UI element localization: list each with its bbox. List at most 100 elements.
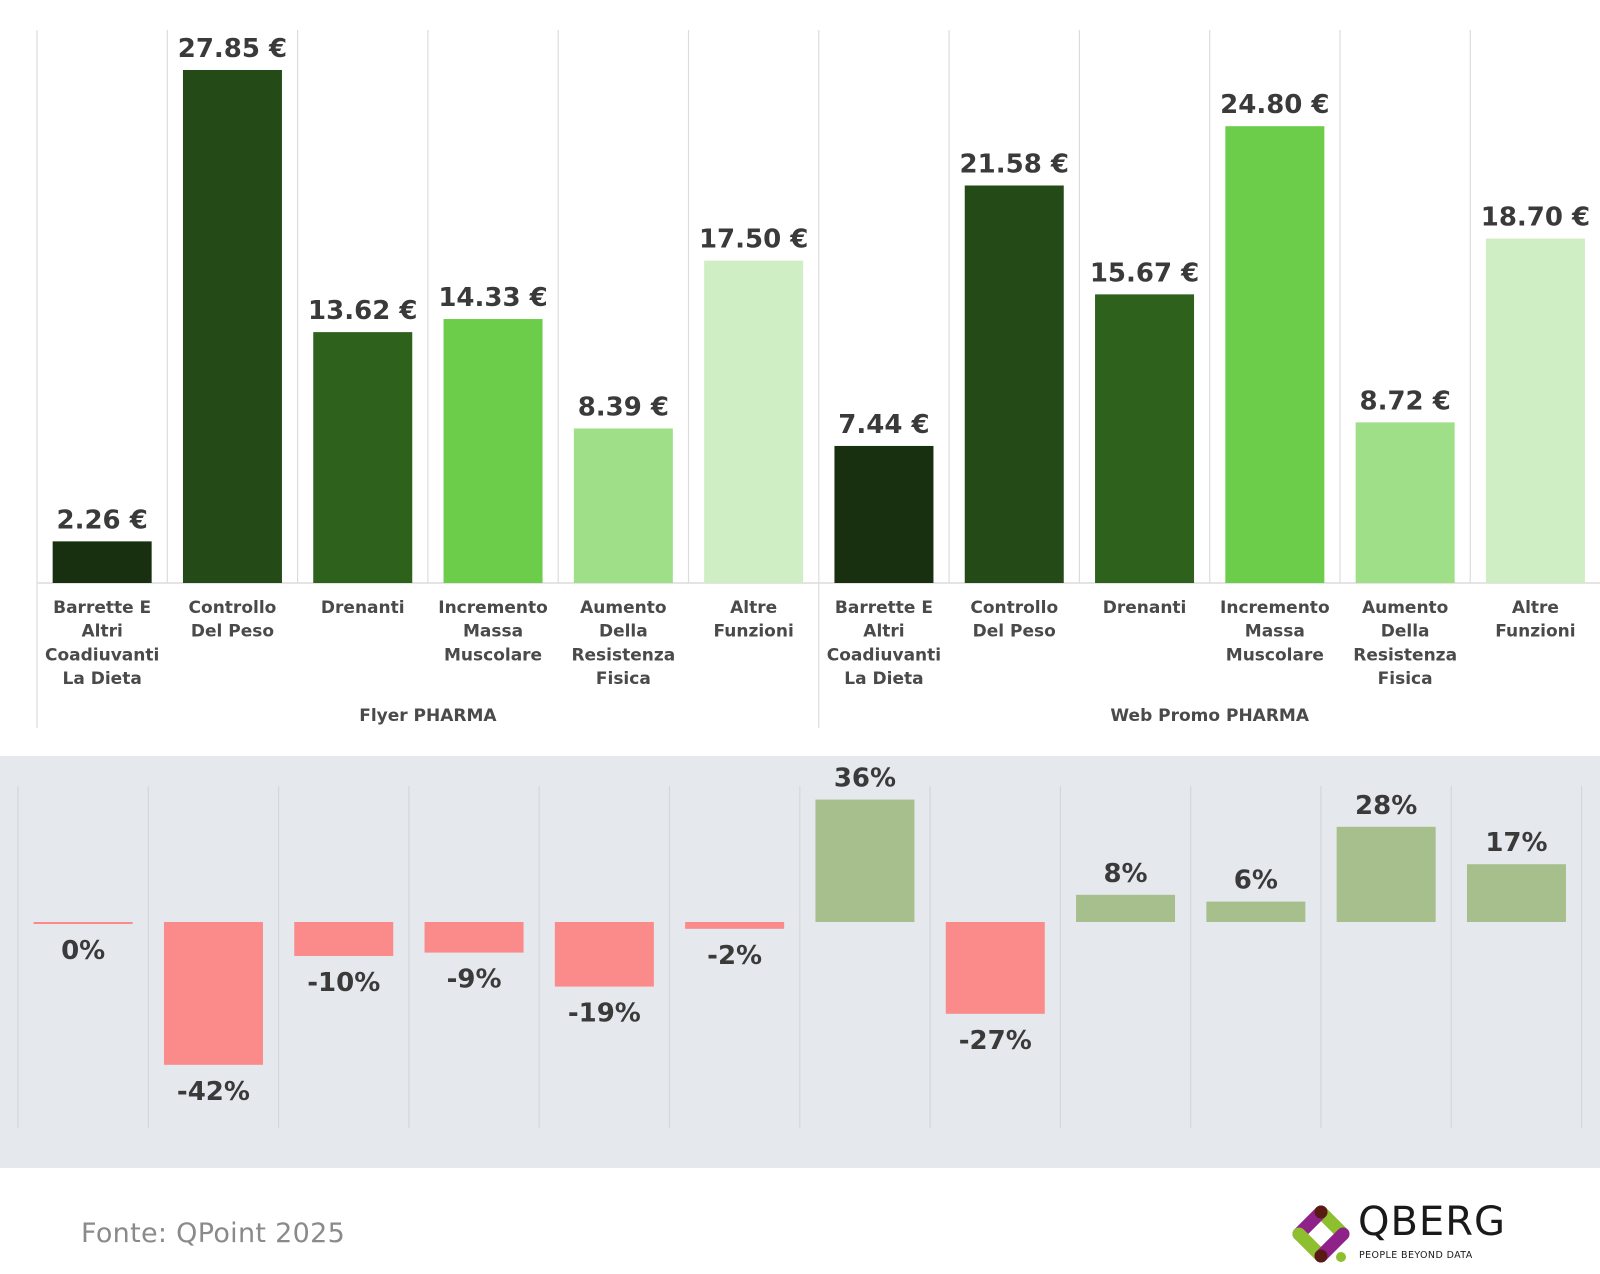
category-label-line: Massa [463,622,523,642]
negative-variation-bar [33,922,133,924]
negative-variation-bar [163,922,263,1065]
category-label-line: Fisica [1378,669,1433,689]
category-label: Barrette E Altri Coadiuvanti La Dieta [827,598,941,689]
category-label-line: Funzioni [713,622,793,642]
qberg-logo-mark-icon [1292,1205,1350,1263]
category-label-line: Barrette E [53,598,151,618]
category-label-line: Altri [863,622,904,642]
price-bar [704,260,804,583]
category-label-line: Coadiuvanti [45,645,159,665]
qberg-logo: QBERG PEOPLE BEYOND DATA [1288,1199,1508,1265]
price-bar [964,185,1064,583]
category-label-line: Drenanti [1103,598,1187,618]
category-label-line: Barrette E [835,598,933,618]
variation-value-label: 36% [834,764,896,794]
category-label-line: Della [599,622,648,642]
category-label: Drenanti [321,598,405,618]
category-label: Controllo Del Peso [189,598,277,642]
price-bar [52,541,152,583]
negative-variation-bar [424,922,524,953]
category-label-line: Aumento [1362,598,1448,618]
price-value-label: 2.26 € [57,505,148,535]
price-value-label: 7.44 € [838,410,929,440]
price-value-label: 14.33 € [438,283,547,313]
variation-value-label: 28% [1355,791,1417,821]
variation-value-label: 6% [1234,866,1278,896]
category-label-line: Controllo [970,598,1058,618]
logo-tagline: PEOPLE BEYOND DATA [1359,1250,1473,1261]
variation-value-label: 17% [1485,828,1547,858]
group-label: Flyer PHARMA [359,706,497,726]
category-label: Aumento Della Resistenza Fisica [1353,598,1457,689]
variation-value-label: -2% [707,941,762,971]
positive-variation-bar [1466,864,1566,922]
category-label-line: Massa [1245,622,1305,642]
price-value-label: 24.80 € [1220,90,1329,120]
category-label-line: Aumento [580,598,666,618]
category-label-line: Resistenza [1353,645,1457,665]
category-label: Incremento Massa Muscolare [1220,598,1330,665]
price-bar [313,332,413,583]
category-label-line: Controllo [189,598,277,618]
price-bar [1485,238,1585,583]
price-bar [834,445,934,583]
category-label: Incremento Massa Muscolare [438,598,548,665]
price-value-label: 15.67 € [1090,258,1199,288]
category-label-line: Drenanti [321,598,405,618]
price-value-label: 27.85 € [178,34,287,64]
price-bar [1225,126,1325,583]
variation-value-label: -19% [568,999,641,1029]
price-value-label: 13.62 € [308,296,417,326]
negative-variation-bar [685,922,785,929]
category-label-line: Altri [81,622,122,642]
variation-panel: 0% -42% -10% -9% -19% -2% 36% -27% 8% 6% 28% 17% [0,756,1600,1168]
variation-value-label: -42% [177,1077,250,1107]
negative-variation-bar [554,922,654,987]
category-label-line: La Dieta [844,669,923,689]
price-value-label: 17.50 € [699,225,808,255]
variation-value-label: -9% [447,965,502,995]
category-label-line: Del Peso [191,622,274,642]
negative-variation-bar [945,922,1045,1014]
category-label-line: Altre [1512,598,1559,618]
price-bar [1355,422,1455,583]
category-label-line: La Dieta [63,669,142,689]
category-label-line: Funzioni [1495,622,1575,642]
category-label: Barrette E Altri Coadiuvanti La Dieta [45,598,159,689]
variation-bar-chart: 0% -42% -10% -9% -19% -2% 36% -27% 8% 6% 28% 17% [17,764,1583,1128]
category-label-line: Fisica [596,669,651,689]
category-label: Drenanti [1103,598,1187,618]
category-label-line: Della [1381,622,1430,642]
category-label-line: Muscolare [444,645,542,665]
category-label-line: Incremento [438,598,548,618]
variation-value-label: 0% [61,936,105,966]
group-label: Web Promo PHARMA [1110,706,1309,726]
category-label-line: Muscolare [1226,645,1324,665]
category-label-line: Resistenza [571,645,675,665]
category-label-line: Altre [730,598,777,618]
category-label: Controllo Del Peso [970,598,1058,642]
variation-value-label: 8% [1103,859,1147,889]
price-value-label: 8.39 € [578,392,669,422]
price-bar-chart: 2.26 € Barrette E Altri Coadiuvanti La Dieta… [36,30,1600,728]
category-label: Altre Funzioni [713,598,793,642]
variation-value-label: -10% [307,968,380,998]
positive-variation-bar [1336,826,1436,922]
positive-variation-bar [815,799,915,922]
category-label: Altre Funzioni [1495,598,1575,642]
price-value-label: 8.72 € [1360,386,1451,416]
category-label-line: Coadiuvanti [827,645,941,665]
price-bar [1095,294,1195,583]
category-label-line: Incremento [1220,598,1330,618]
negative-variation-bar [294,922,394,956]
price-value-label: 21.58 € [960,149,1069,179]
category-label: Aumento Della Resistenza Fisica [571,598,675,689]
source-note: Fonte: QPoint 2025 [81,1218,346,1249]
positive-variation-bar [1076,894,1176,922]
logo-wordmark: QBERG [1358,1199,1506,1245]
price-value-label: 18.70 € [1481,203,1590,233]
variation-value-label: -27% [959,1026,1032,1056]
price-bar [182,70,282,583]
positive-variation-bar [1206,901,1306,922]
category-label-line: Del Peso [973,622,1056,642]
